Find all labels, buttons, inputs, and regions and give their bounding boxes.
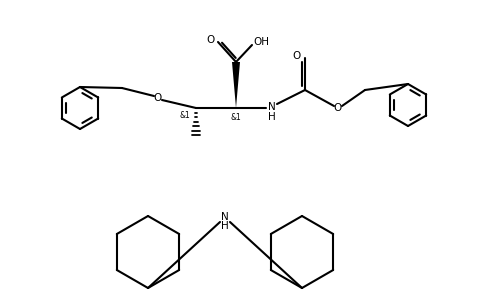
Text: OH: OH bbox=[253, 37, 269, 47]
Text: H: H bbox=[268, 112, 276, 122]
Text: O: O bbox=[207, 35, 215, 45]
Text: &1: &1 bbox=[231, 113, 242, 123]
Polygon shape bbox=[232, 62, 240, 108]
Text: N: N bbox=[221, 212, 229, 222]
Text: O: O bbox=[334, 103, 342, 113]
Text: &1: &1 bbox=[180, 111, 191, 120]
Text: O: O bbox=[293, 51, 301, 61]
Text: O: O bbox=[154, 93, 162, 103]
Text: N: N bbox=[268, 102, 276, 112]
Text: H: H bbox=[221, 221, 229, 231]
